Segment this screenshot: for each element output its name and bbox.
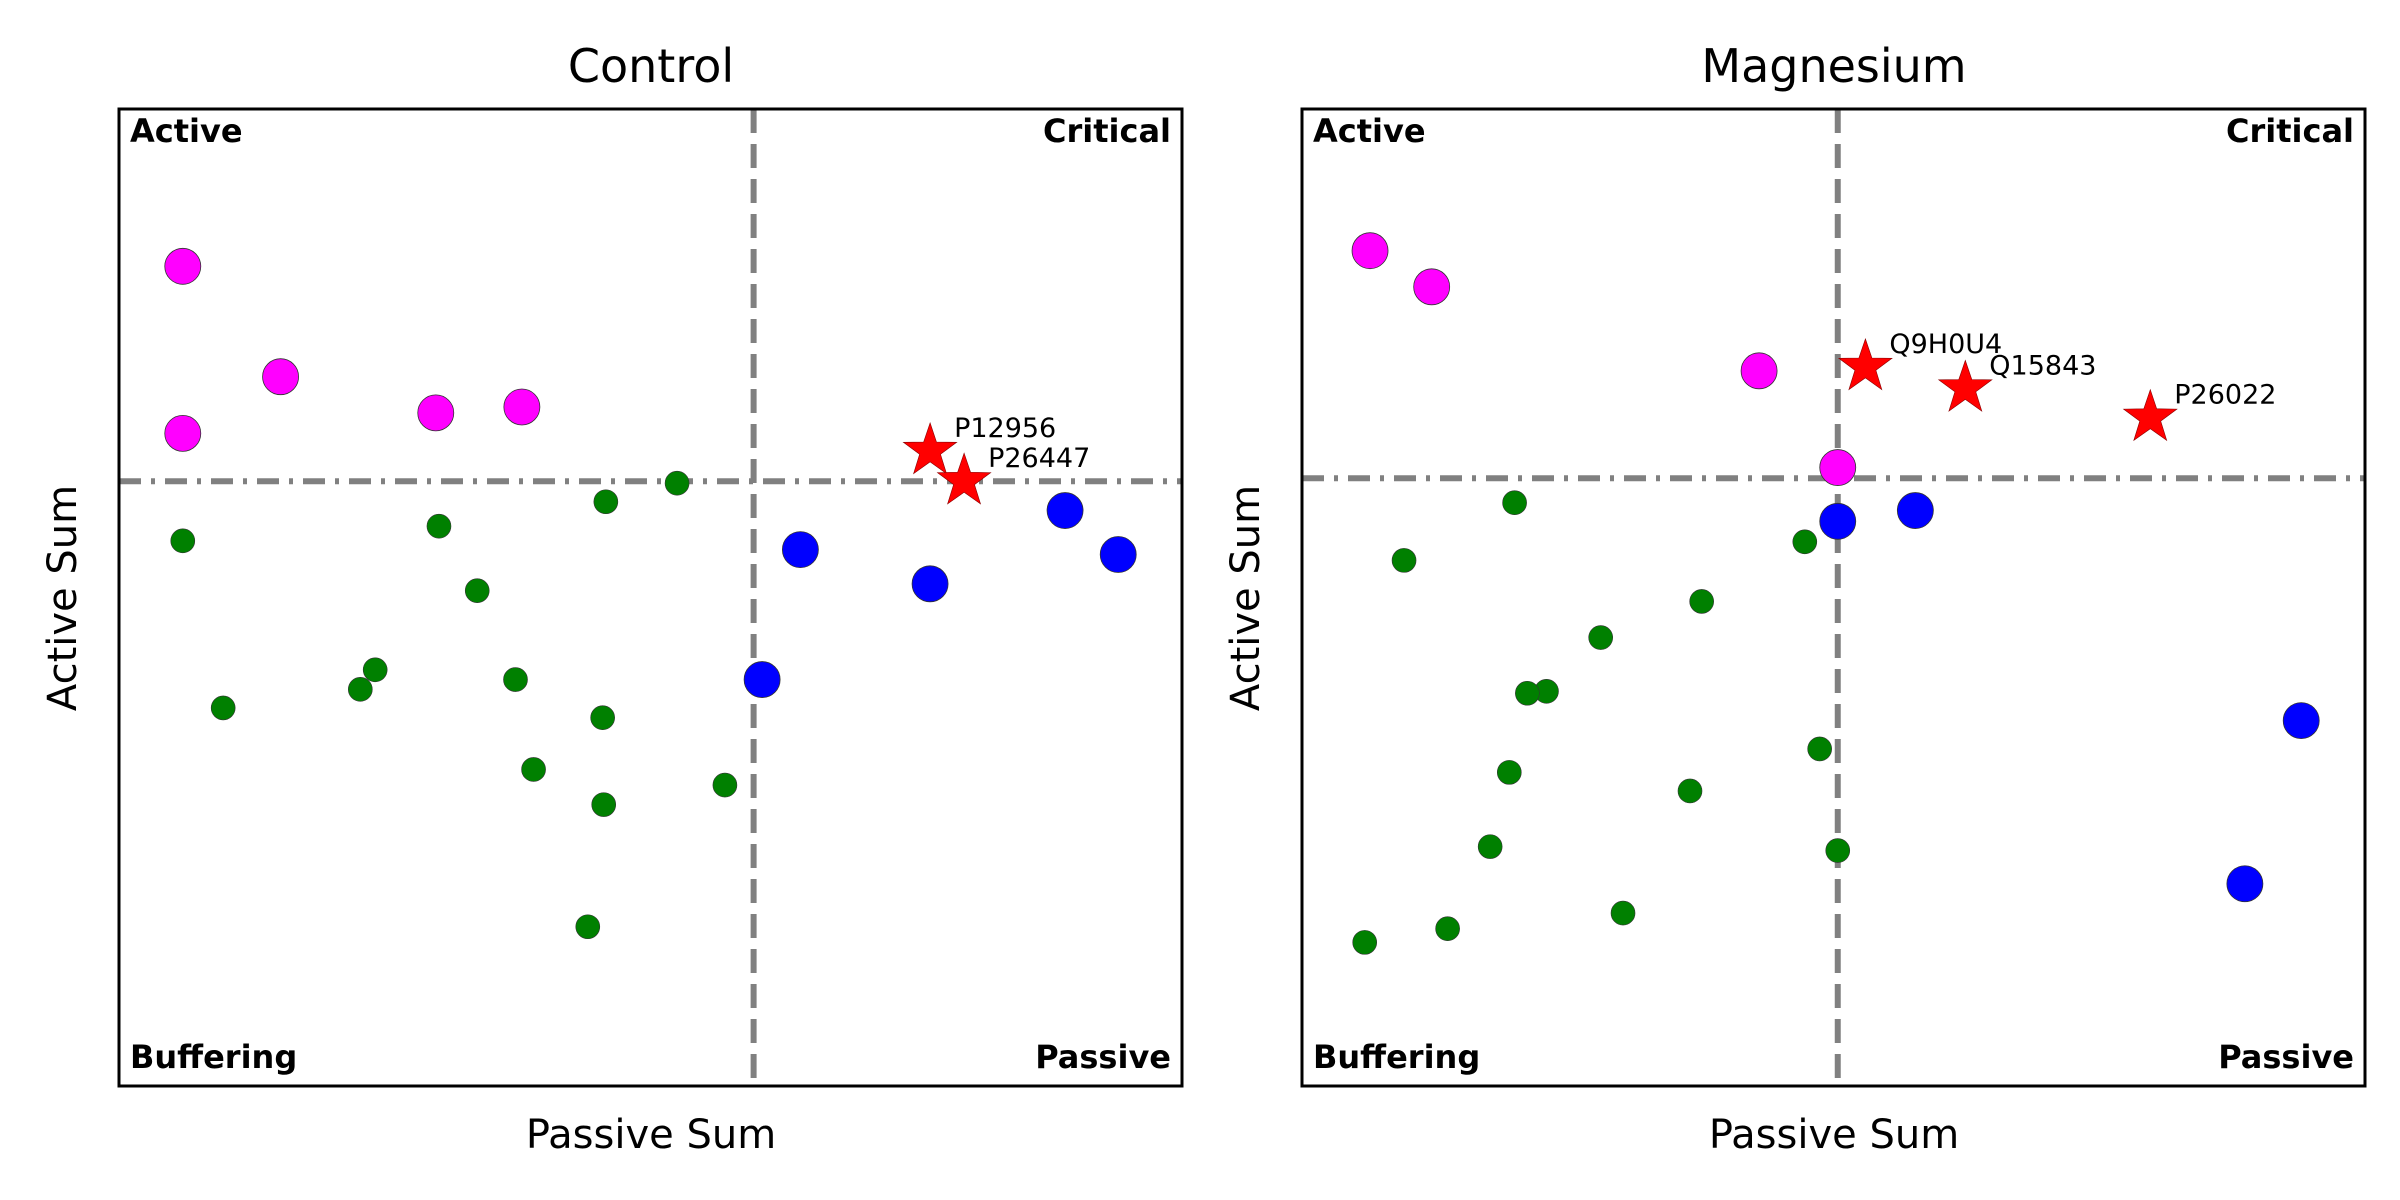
plot-frame [117,107,1184,1088]
active-point [164,247,202,285]
buffering-point [1515,680,1540,706]
passive-point [2226,865,2264,903]
active-point [417,394,455,432]
buffering-point [1496,760,1522,785]
point-label: Q15843 [1989,350,2096,381]
buffering-point [464,578,490,603]
buffering-point [170,528,196,554]
quadrant-label-active: Active [1313,112,1426,150]
quadrant-label-passive: Passive [2218,1038,2354,1076]
point-label: P12956 [954,413,1056,444]
buffering-point [1391,548,1417,573]
buffering-point [1352,930,1378,955]
active-point [1351,232,1389,270]
active-point [1819,449,1857,486]
passive-point [1896,492,1934,529]
x-axis-label: Passive Sum [1709,1112,1959,1158]
active-point [1413,268,1451,306]
buffering-point [1588,625,1614,650]
quadrant-label-critical: Critical [2226,112,2354,150]
buffering-point [593,489,619,515]
panel-title: Magnesium [1701,39,1966,93]
passive-point [1819,502,1857,540]
panel-control: Control Passive Sum Active Sum Active Cr… [40,39,1184,1158]
passive-point [911,565,949,603]
critical-point-star [2122,388,2178,442]
passive-point [781,531,819,569]
buffering-point [590,705,615,730]
quadrant-label-buffering: Buffering [1313,1038,1480,1076]
passive-point [743,661,781,698]
buffering-point [210,695,236,721]
buffering-point [503,667,528,692]
point-label: P26447 [988,443,1090,474]
y-axis-label: Active Sum [40,485,86,711]
buffering-point [1677,778,1703,804]
passive-point [2282,702,2320,740]
quadrant-label-buffering: Buffering [130,1038,297,1076]
buffering-point [712,772,738,798]
active-point [1740,352,1778,390]
buffering-point [591,792,617,817]
y-axis-label: Active Sum [1223,485,1269,711]
quadrant-label-active: Active [130,112,243,150]
critical-point-star [936,452,992,505]
panel-title: Control [568,39,734,93]
buffering-point [1825,838,1851,863]
active-point [503,388,541,426]
buffering-point [575,914,601,940]
point-label: Q9H0U4 [1889,329,2002,360]
buffering-point [362,657,388,683]
panel-magnesium: Magnesium Passive Sum Active Sum Active … [1223,39,2367,1158]
critical-point-star [1937,359,1993,412]
buffering-point [1792,529,1818,555]
active-point [164,414,202,452]
active-point [262,358,299,396]
passive-point [1046,492,1084,529]
buffering-point [1610,900,1636,926]
buffering-point [1477,834,1503,859]
buffering-point [1807,736,1832,762]
point-label: P26022 [2174,380,2276,411]
x-axis-label: Passive Sum [526,1112,776,1158]
quadrant-label-critical: Critical [1043,112,1171,150]
critical-point-star [1837,337,1893,391]
buffering-point [664,470,690,496]
passive-point [1099,536,1137,573]
plot-frame [1300,107,2367,1088]
quadrant-label-passive: Passive [1035,1038,1171,1076]
critical-point-star [902,421,958,475]
buffering-point [521,757,546,782]
buffering-point [1435,916,1460,942]
buffering-point [426,513,452,539]
buffering-point [1502,490,1527,516]
buffering-point [1689,589,1714,614]
buffering-point [348,677,373,702]
